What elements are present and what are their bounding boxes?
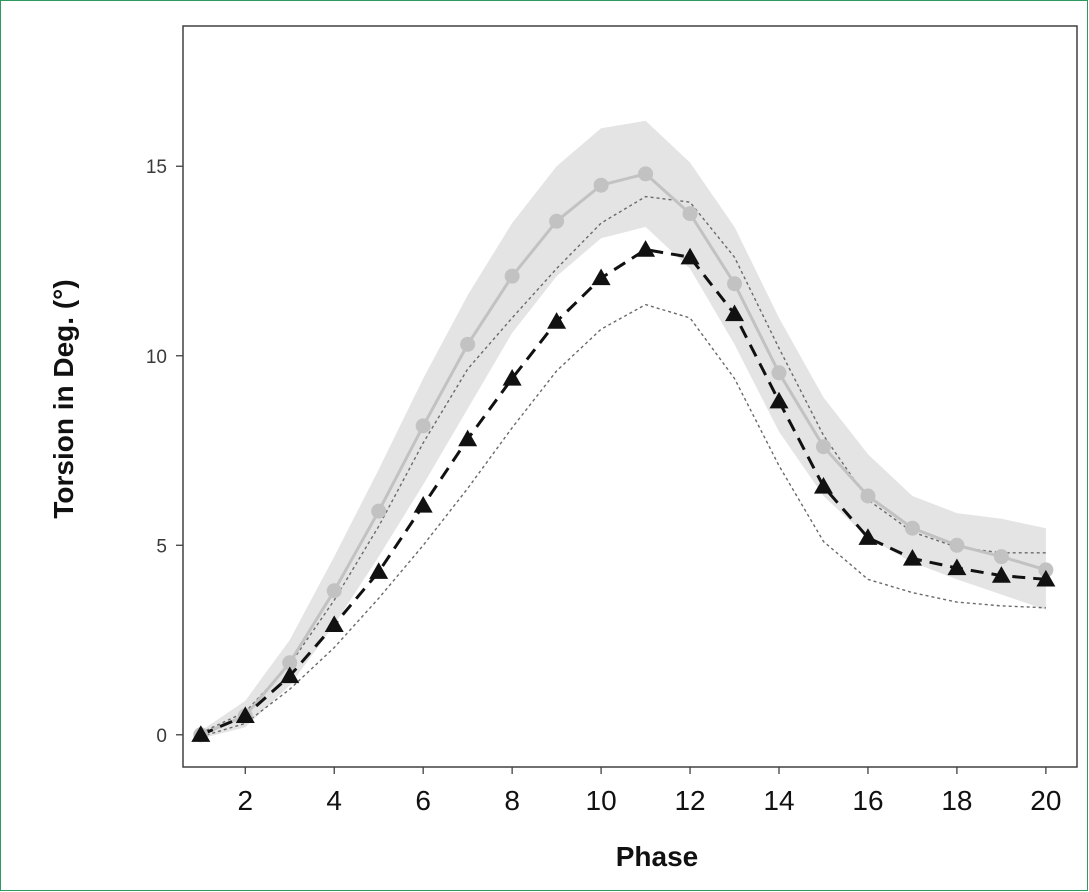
series-2-point	[680, 247, 700, 265]
confidence-bands	[200, 120, 1046, 739]
series-markers	[191, 166, 1056, 743]
series-1-point	[771, 365, 787, 381]
y-tick-label: 10	[146, 347, 167, 368]
x-tick-label: 10	[586, 785, 617, 816]
series-1-point	[504, 268, 520, 284]
series-1-point	[682, 206, 698, 222]
series-1-point	[815, 439, 831, 455]
series-2-point	[1036, 569, 1056, 587]
series-2-point	[725, 304, 745, 322]
x-tick-label: 8	[504, 785, 520, 816]
x-tick-label: 12	[674, 785, 705, 816]
series-1-point	[860, 488, 876, 504]
series-1-point	[593, 177, 609, 193]
series-2-point	[991, 566, 1011, 583]
series-1-point	[460, 336, 476, 352]
y-tick-label: 0	[156, 726, 167, 747]
series-1-point	[326, 583, 342, 599]
x-tick-label: 20	[1030, 785, 1061, 816]
series-1-point	[549, 213, 565, 229]
x-axis-ticks: 2 4 6 8 10 12 14 16 18 20	[237, 767, 1061, 816]
series-1-point	[949, 537, 965, 553]
plot-area-border	[182, 25, 1078, 768]
series-1-point	[371, 503, 387, 519]
series-2-point	[769, 391, 789, 409]
series-2-point	[858, 528, 878, 545]
y-axis-ticks: 0 5 10 15	[146, 157, 183, 747]
series-2-point	[947, 558, 967, 576]
series-2-point	[591, 268, 611, 286]
series-1-point	[993, 549, 1009, 565]
series-1-point	[727, 276, 743, 292]
series-1-point	[904, 520, 920, 536]
series-2-point	[280, 666, 300, 684]
series-1-point	[415, 418, 431, 434]
series-1-band	[200, 120, 1046, 739]
x-tick-label: 18	[941, 785, 972, 816]
series-1-point	[282, 655, 298, 671]
series-2-point	[636, 240, 656, 257]
series-2-point	[458, 429, 478, 447]
series-2-point	[902, 549, 922, 566]
y-tick-label: 15	[146, 157, 167, 178]
series-2-band-lower	[200, 303, 1046, 738]
series-2-point	[413, 495, 433, 513]
x-tick-label: 4	[326, 785, 342, 816]
series-1-point	[638, 166, 654, 182]
series-2-point	[502, 368, 522, 386]
series-2-point	[324, 615, 344, 632]
series-2-point	[813, 477, 833, 494]
series-2-point	[235, 706, 255, 723]
x-tick-label: 16	[852, 785, 883, 816]
series-2-band-upper	[200, 195, 1046, 734]
series-1-line	[200, 172, 1047, 737]
series-2-point	[369, 562, 389, 579]
series-2-line	[200, 248, 1047, 737]
y-tick-label: 5	[156, 536, 167, 557]
series-2-point	[547, 312, 567, 329]
x-tick-label: 2	[237, 785, 253, 816]
x-tick-label: 14	[763, 785, 794, 816]
series-2-point	[191, 725, 211, 742]
y-axis-title: Torsion in Deg. (°)	[48, 279, 79, 518]
series-lines	[200, 172, 1047, 738]
x-tick-label: 6	[415, 785, 431, 816]
x-axis-title: Phase	[616, 841, 699, 872]
